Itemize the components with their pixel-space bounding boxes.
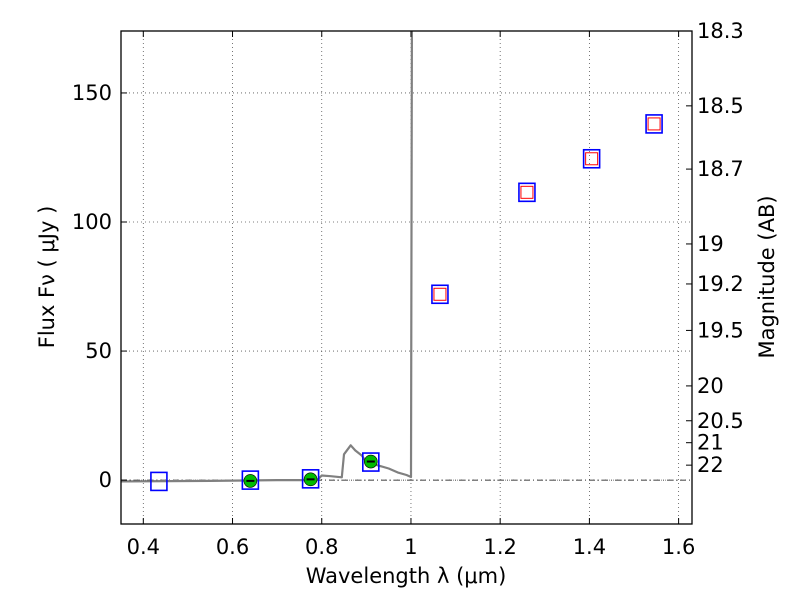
red-square-marker [433, 287, 447, 301]
y2-tick-label: 19.5 [697, 318, 744, 342]
x-tick-label: 0.8 [305, 535, 338, 559]
plot-frame [120, 30, 693, 525]
blue-square-marker [431, 284, 449, 305]
y2-tick-label: 21 [697, 431, 724, 455]
plot-layer [120, 30, 692, 492]
y-tick-label: 0 [99, 468, 112, 492]
grid-layer [121, 31, 692, 524]
y2-tick-label: 20.5 [697, 409, 744, 433]
y2-tick-label: 18.7 [697, 157, 744, 181]
blue-square-marker [582, 148, 601, 169]
blue-square-marker [518, 182, 536, 203]
x-tick-label: 1.2 [483, 535, 516, 559]
blue-square-marker [241, 470, 260, 490]
blue-square-marker [301, 469, 320, 489]
blue-square-marker [645, 114, 663, 134]
y-tick-label: 150 [72, 81, 112, 105]
blue-square-marker [150, 471, 168, 492]
blue-square-marker [362, 452, 380, 472]
model-spectrum-line [120, 30, 413, 483]
x-tick-label: 1.4 [573, 535, 606, 559]
y-tick-label: 100 [72, 210, 112, 234]
y-axis-label: Flux Fν ( μJy ) [35, 206, 59, 349]
x-tick-label: 0.6 [216, 535, 249, 559]
y2-tick-label: 19 [697, 232, 724, 256]
x-tick-label: 1 [404, 535, 417, 559]
y2-tick-label: 22 [697, 453, 724, 477]
red-square-marker [520, 185, 534, 199]
x-axis-label: Wavelength λ (μm) [306, 564, 507, 588]
y2-tick-label: 19.2 [697, 272, 744, 296]
y2-tick-label: 18.3 [697, 19, 744, 43]
x-tick-label: 0.4 [127, 535, 160, 559]
y2-tick-label: 20 [697, 374, 724, 398]
red-square-marker [585, 152, 599, 166]
tick-layer: 0.4 0.6 0.8 1 1.2 1.4 1.6 0 50 100 150 18.3 18.5 18.7… [72, 19, 744, 559]
x-tick-label: 1.6 [662, 535, 695, 559]
red-square-marker [647, 117, 661, 131]
y2-tick-label: 18.5 [697, 94, 744, 118]
y-tick-label: 50 [85, 339, 112, 363]
y2-axis-label: Magnitude (AB) [755, 195, 779, 358]
